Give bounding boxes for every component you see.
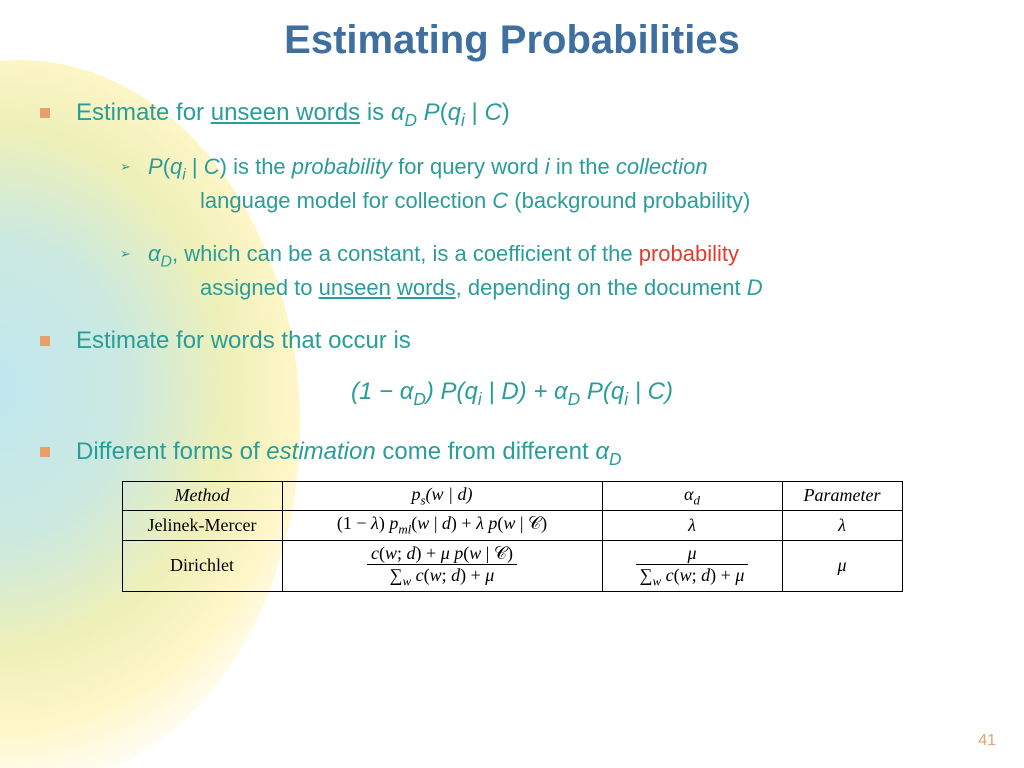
slide-title: Estimating Probabilities — [40, 18, 984, 63]
table-cell: μ∑w c(w; d) + μ — [602, 540, 782, 591]
sub-1b-line1-pre: αD, which can be a constant, is a coeffi… — [148, 241, 639, 266]
table-row: Jelinek-Mercer(1 − λ) pml(w | d) + λ p(w… — [122, 511, 902, 541]
sub-bullet-1b: ➢ αD, which can be a constant, is a coef… — [120, 239, 984, 304]
bullet-2-text: Estimate for words that occur is — [76, 325, 984, 357]
bullet-1-formula: αD P(qi | C) — [391, 99, 510, 126]
chevron-right-icon: ➢ — [120, 158, 134, 176]
page-number: 41 — [978, 732, 996, 750]
sub-1a-line1: P(qi | C) is the probability for query w… — [148, 154, 708, 179]
slide: Estimating Probabilities Estimate for un… — [0, 0, 1024, 768]
bullet-square-icon — [40, 447, 50, 457]
table-cell: Jelinek-Mercer — [122, 511, 282, 541]
table-header-cell: Parameter — [782, 481, 902, 511]
table-header-cell: αd — [602, 481, 782, 511]
table-cell: λ — [782, 511, 902, 541]
table-header-cell: ps(w | d) — [282, 481, 602, 511]
bullet-1-text: Estimate for unseen words is αD P(qi | C… — [76, 97, 984, 132]
sub-bullet-1a: ➢ P(qi | C) is the probability for query… — [120, 152, 984, 217]
chevron-right-icon: ➢ — [120, 245, 134, 263]
table-cell: (1 − λ) pml(w | d) + λ p(w | 𝒞) — [282, 511, 602, 541]
center-formula: (1 − αD) P(qi | D) + αD P(qi | C) — [40, 378, 984, 410]
bullet-2: Estimate for words that occur is — [40, 325, 984, 357]
bullet-3-text: Different forms of estimation come from … — [76, 436, 984, 471]
table-row: Dirichletc(w; d) + μ p(w | 𝒞)∑w c(w; d) … — [122, 540, 902, 591]
sub-1a-line2: language model for collection C (backgro… — [148, 186, 750, 216]
table-body: Jelinek-Mercer(1 − λ) pml(w | d) + λ p(w… — [122, 511, 902, 592]
bullet-square-icon — [40, 336, 50, 346]
table-cell: c(w; d) + μ p(w | 𝒞)∑w c(w; d) + μ — [282, 540, 602, 591]
table-header-row: Methodps(w | d)αdParameter — [122, 481, 902, 511]
table-header-cell: Method — [122, 481, 282, 511]
sub-1b-line2: assigned to unseen words, depending on t… — [148, 273, 763, 303]
methods-table: Methodps(w | d)αdParameter Jelinek-Merce… — [122, 481, 903, 592]
bullet-1: Estimate for unseen words is αD P(qi | C… — [40, 97, 984, 132]
table-cell: λ — [602, 511, 782, 541]
table-cell: Dirichlet — [122, 540, 282, 591]
bullet-3: Different forms of estimation come from … — [40, 436, 984, 471]
sub-1b-line1-red: probability — [639, 241, 739, 266]
table-cell: μ — [782, 540, 902, 591]
bullet-square-icon — [40, 108, 50, 118]
